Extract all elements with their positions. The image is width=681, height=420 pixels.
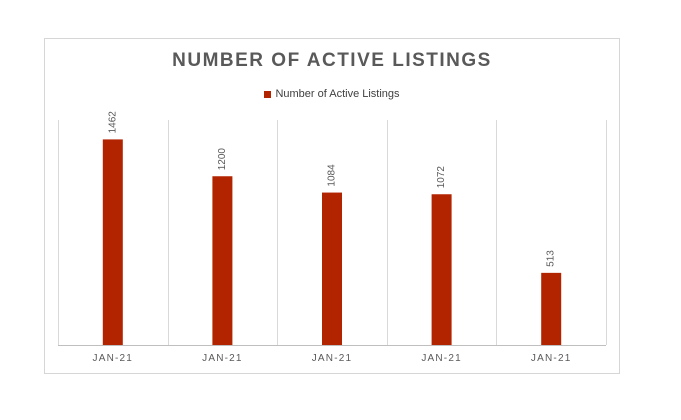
bar [431,194,452,345]
x-tick-label: JAN-21 [93,353,134,364]
bar [541,272,562,345]
data-label: 513 [546,250,557,267]
legend-label: Number of Active Listings [275,88,400,100]
legend-swatch [264,90,272,98]
x-tick-label: JAN-21 [312,353,353,364]
data-label: 1084 [327,164,338,187]
bar [212,176,233,345]
x-tick-label: JAN-21 [202,353,243,364]
data-label: 1200 [217,148,228,171]
data-label: 1072 [436,166,447,189]
x-tick-label: JAN-21 [421,353,462,364]
bar [102,139,123,345]
x-tick-label: JAN-21 [531,353,572,364]
chart-legend: Number of Active Listings [44,88,620,100]
chart-title: NUMBER OF ACTIVE LISTINGS [172,50,492,71]
bar [322,192,342,345]
data-label: 1462 [107,111,118,134]
